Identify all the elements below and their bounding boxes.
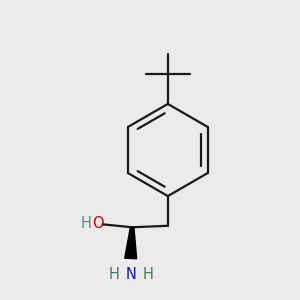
Text: N: N (126, 267, 137, 282)
Text: H: H (142, 267, 153, 282)
Polygon shape (125, 227, 136, 259)
Text: O: O (92, 216, 104, 231)
Text: H: H (109, 267, 120, 282)
Text: H: H (81, 216, 92, 231)
